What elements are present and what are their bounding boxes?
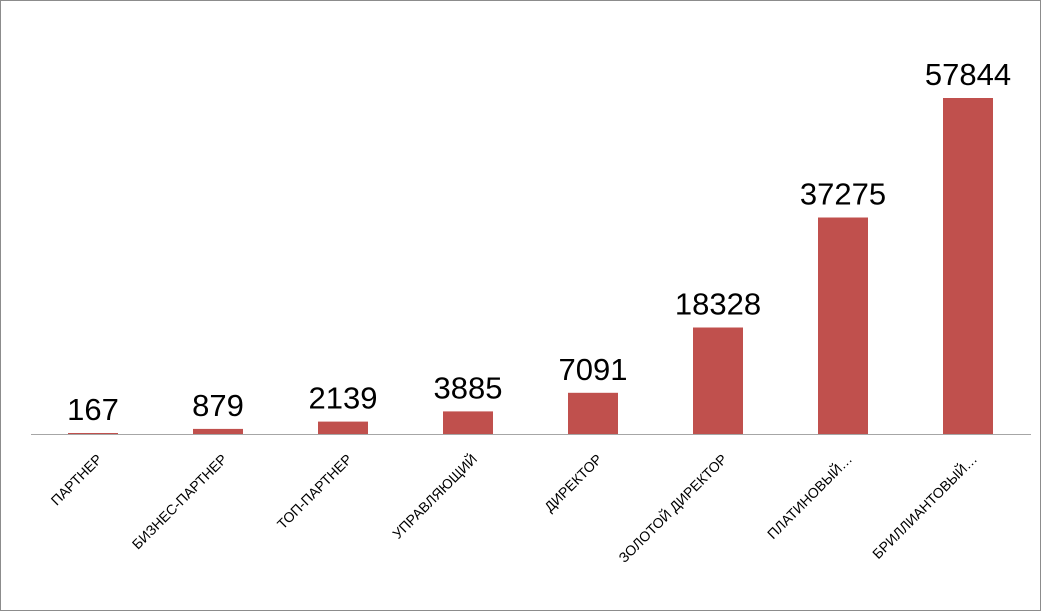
x-tick-label: БРИЛЛИАНТОВЫЙ… [868, 450, 980, 562]
bar [443, 411, 493, 434]
value-labels-layer: 167 879 2139 3885 7091 18328 37275 57844 [67, 57, 1011, 427]
data-label: 879 [192, 388, 244, 423]
data-label: 2139 [309, 381, 378, 416]
data-label: 167 [67, 392, 119, 427]
data-label: 37275 [800, 177, 886, 212]
data-label: 3885 [434, 370, 503, 405]
bar [818, 217, 868, 434]
data-label: 18328 [675, 287, 761, 322]
x-tick-label: ПЛАТИНОВЫЙ… [763, 450, 855, 542]
x-tick-label: ЗОЛОТОЙ ДИРЕКТОР [615, 450, 731, 566]
bar [693, 327, 743, 434]
bar [943, 98, 993, 434]
bar [193, 428, 243, 434]
data-label: 57844 [925, 57, 1011, 92]
bar [318, 421, 368, 434]
x-tick-label: ТОП-ПАРТНЕР [274, 451, 355, 532]
x-tick-label: ПАРТНЕР [48, 451, 106, 509]
data-label: 7091 [559, 352, 628, 387]
bar [68, 433, 118, 434]
x-tick-label: УПРАВЛЯЮЩИЙ [388, 450, 480, 542]
bars-layer [68, 98, 993, 434]
bar [568, 392, 618, 434]
x-tick-label: БИЗНЕС-ПАРТНЕР [129, 451, 230, 552]
tick-labels-layer: ПАРТНЕР БИЗНЕС-ПАРТНЕР ТОП-ПАРТНЕР УПРАВЛЯЮ… [48, 450, 981, 566]
x-tick-label: ДИРЕКТОР [541, 451, 605, 515]
